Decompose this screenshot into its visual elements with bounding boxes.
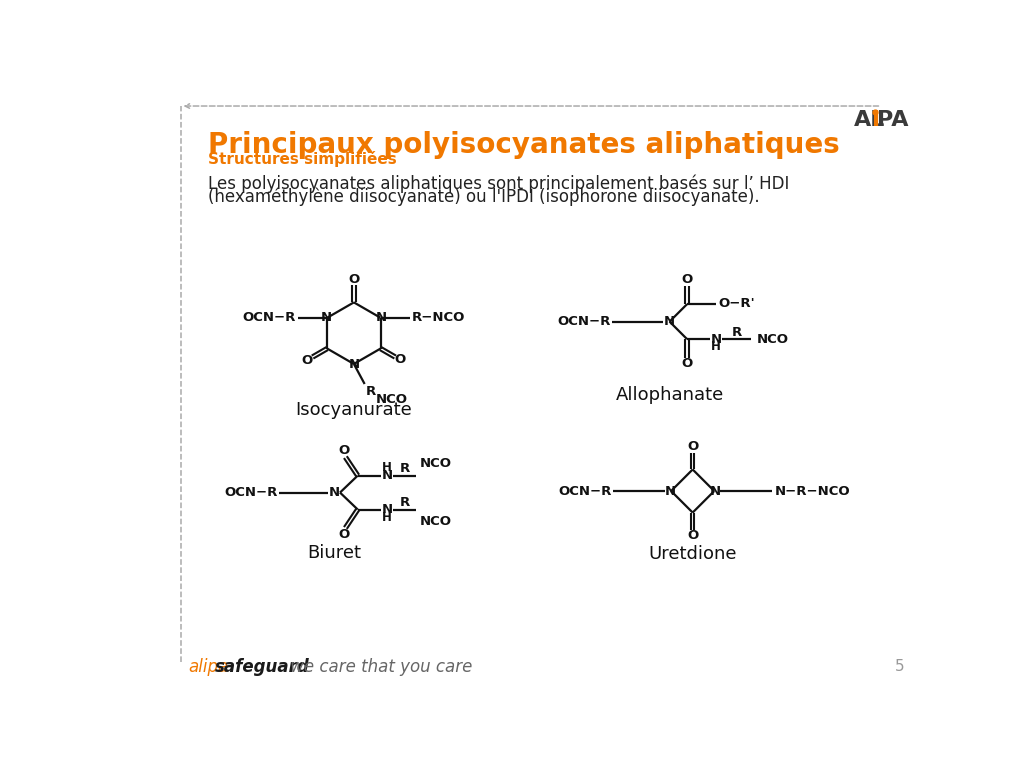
Text: Structures simplifiées: Structures simplifiées bbox=[208, 151, 396, 167]
Text: Biuret: Biuret bbox=[307, 544, 361, 561]
Text: H: H bbox=[382, 462, 392, 475]
Text: O: O bbox=[687, 529, 698, 542]
Text: safeguard: safeguard bbox=[214, 657, 309, 676]
Text: OCN−R: OCN−R bbox=[243, 311, 296, 324]
Text: O: O bbox=[394, 353, 406, 366]
Text: N: N bbox=[321, 311, 332, 324]
Text: Isocyanurate: Isocyanurate bbox=[296, 401, 413, 419]
Text: Uretdione: Uretdione bbox=[648, 545, 737, 563]
Text: NCO: NCO bbox=[757, 333, 790, 346]
Text: R: R bbox=[399, 496, 410, 509]
Text: O: O bbox=[338, 445, 349, 458]
Text: Les polyisocyanates aliphatiques sont principalement basés sur l’ HDI: Les polyisocyanates aliphatiques sont pr… bbox=[208, 174, 788, 193]
Text: PA: PA bbox=[878, 110, 909, 130]
Text: H: H bbox=[382, 511, 392, 524]
Text: O−R': O−R' bbox=[719, 297, 755, 310]
Text: O: O bbox=[338, 528, 349, 541]
Text: OCN−R: OCN−R bbox=[557, 315, 610, 328]
FancyArrowPatch shape bbox=[185, 104, 879, 108]
Text: I: I bbox=[872, 110, 881, 130]
Text: N: N bbox=[376, 311, 387, 324]
Text: NCO: NCO bbox=[420, 457, 452, 470]
Text: N: N bbox=[664, 315, 675, 328]
Text: H: H bbox=[712, 340, 721, 353]
Text: N: N bbox=[381, 469, 392, 482]
Text: Principaux polyisocyanates aliphatiques: Principaux polyisocyanates aliphatiques bbox=[208, 131, 840, 158]
Text: N−R−NCO: N−R−NCO bbox=[774, 485, 850, 498]
Text: O: O bbox=[687, 440, 698, 453]
Text: O: O bbox=[681, 273, 692, 286]
Text: R−NCO: R−NCO bbox=[412, 311, 466, 324]
Text: AL: AL bbox=[854, 110, 886, 130]
Text: O: O bbox=[301, 353, 312, 366]
Text: 5: 5 bbox=[895, 659, 904, 674]
Text: O: O bbox=[681, 357, 692, 370]
Text: Allophanate: Allophanate bbox=[615, 386, 724, 404]
Text: NCO: NCO bbox=[420, 515, 452, 528]
Text: alipa: alipa bbox=[188, 657, 228, 676]
Text: R: R bbox=[732, 326, 742, 339]
Text: R: R bbox=[399, 462, 410, 475]
Text: N: N bbox=[710, 485, 721, 498]
Text: N: N bbox=[381, 503, 392, 516]
Text: N: N bbox=[711, 333, 722, 346]
Text: (hexaméthylène diisocyanate) ou l'IPDI (isophorone diisocyanate).: (hexaméthylène diisocyanate) ou l'IPDI (… bbox=[208, 187, 759, 206]
Text: N: N bbox=[329, 486, 340, 499]
Text: N: N bbox=[665, 485, 676, 498]
Text: NCO: NCO bbox=[376, 393, 408, 406]
Text: O: O bbox=[348, 273, 359, 286]
Text: OCN−R: OCN−R bbox=[558, 485, 611, 498]
Text: OCN−R: OCN−R bbox=[224, 486, 278, 499]
Text: N: N bbox=[348, 358, 359, 371]
Text: R: R bbox=[366, 385, 376, 398]
Text: we care that you care: we care that you care bbox=[285, 657, 472, 676]
